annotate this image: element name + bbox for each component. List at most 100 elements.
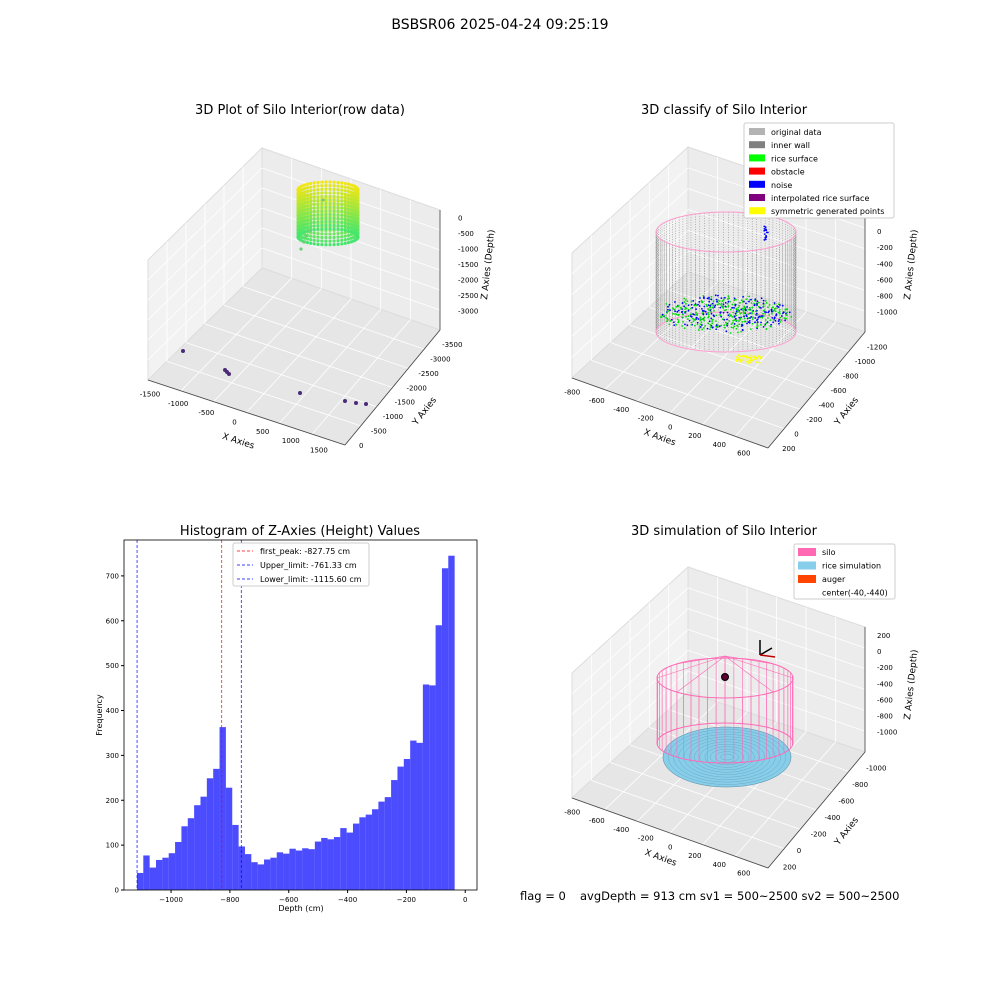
classify-legend-swatch [749, 141, 765, 149]
raw-point [343, 189, 347, 193]
raw-point [336, 216, 340, 221]
raw-point [336, 209, 340, 213]
classify-surface-point [705, 313, 708, 315]
histogram-bar [264, 859, 271, 890]
classify-surface-point [736, 324, 738, 327]
classify-surface-point [716, 300, 718, 303]
raw-point [324, 243, 328, 247]
classify-surface-point [669, 319, 672, 322]
histogram-y-tick-label: 300 [106, 752, 119, 760]
raw-point [303, 190, 307, 194]
classify-surface-point [730, 314, 733, 317]
classify-surface-point [659, 316, 662, 318]
classify-surface-point [669, 309, 671, 312]
classify-surface-point [692, 313, 694, 315]
classify-surface-point [745, 298, 748, 301]
classify-surface-point [751, 312, 753, 315]
classify-surface-point [770, 323, 772, 326]
classify-surface-point [690, 321, 693, 324]
classify-surface-point [776, 306, 779, 309]
raw-point [309, 238, 313, 242]
simulation-rice-mesh [699, 744, 755, 770]
classify-surface-point [696, 321, 699, 324]
simulation-y-tick-label: -400 [825, 814, 841, 822]
classify-surface-point [729, 332, 732, 334]
classify-surface-point [726, 302, 729, 305]
histogram-bar [283, 853, 290, 890]
classify-surface-point [765, 302, 768, 304]
classify-surface-point [741, 323, 743, 326]
histogram-bar [422, 684, 430, 890]
classify-surface-point [756, 313, 759, 316]
raw-point [340, 217, 344, 221]
classify-surface-point [778, 318, 781, 321]
raw-point [328, 243, 332, 247]
classify-surface-point [680, 308, 682, 310]
histogram-bar [397, 766, 404, 890]
raw-point [303, 186, 307, 191]
raw-point [332, 243, 336, 247]
classify-surface-point [728, 313, 731, 315]
raw-point [324, 227, 328, 231]
classify-symmetric-point [756, 357, 759, 360]
simulation-x-tick-label: -200 [638, 835, 654, 843]
classify-surface-point [699, 323, 702, 326]
classify-surface-point [728, 297, 731, 300]
raw-point [309, 192, 313, 196]
classify-surface-point [686, 324, 689, 327]
simulation-3d-plot: -800 -600 -400 -200 0 200 400 600 200 0 -200 -400 -6… [564, 543, 920, 878]
histogram-bar [410, 740, 417, 890]
raw-point [336, 227, 340, 231]
classify-surface-point [768, 303, 771, 306]
raw-point [303, 230, 307, 234]
histogram-bar [365, 814, 373, 890]
classify-surface-point [729, 308, 732, 311]
histogram-x-tick-label: −1000 [159, 896, 183, 904]
histogram-bar [251, 862, 258, 890]
raw-point [336, 213, 340, 217]
classify-surface-point [677, 314, 680, 316]
classify-surface-point [710, 303, 713, 306]
classify-surface-point [790, 315, 793, 318]
raw-point [309, 185, 313, 189]
classify-surface-point [782, 312, 784, 315]
raw-point [305, 182, 310, 186]
classify-surface-point [681, 313, 684, 316]
classify-surface-point [710, 311, 713, 313]
classify-surface-point [683, 327, 686, 330]
raw-point [340, 220, 344, 225]
classify-surface-point [681, 325, 683, 327]
simulation-rice-mesh [704, 746, 750, 768]
histogram-bar [200, 796, 207, 890]
raw-y-tick-label: -2500 [418, 370, 438, 378]
classify-symmetric-point [736, 356, 738, 358]
classify-x-tick-label: -800 [564, 388, 580, 396]
classify-surface-point [774, 319, 777, 322]
histogram-bar [384, 797, 392, 890]
classify-plot-title: 3D classify of Silo Interior [640, 103, 808, 118]
classify-surface-point [700, 299, 703, 302]
raw-point [324, 202, 328, 206]
classify-surface-point [731, 306, 734, 309]
histogram-bar [181, 826, 188, 890]
histogram-bar [391, 780, 398, 890]
raw-point [324, 194, 328, 199]
raw-point [324, 198, 328, 202]
raw-point [320, 212, 324, 217]
classify-surface-point [768, 310, 770, 313]
raw-point [324, 216, 328, 220]
raw-z-tick-label: -500 [458, 230, 474, 238]
classify-surface-point [718, 325, 721, 328]
classify-surface-point [705, 303, 708, 306]
classify-surface-point [752, 316, 754, 319]
histogram-y-tick-label: 400 [106, 707, 119, 715]
classify-surface-point [710, 324, 713, 327]
classify-surface-point [760, 321, 762, 324]
raw-x-tick-label: 1500 [310, 446, 328, 454]
raw-point [332, 216, 336, 220]
classify-surface-point [719, 306, 722, 309]
raw-point [336, 231, 340, 236]
classify-surface-point [721, 318, 724, 321]
classify-legend-label: symmetric generated points [771, 207, 884, 216]
classify-surface-point [723, 318, 726, 321]
